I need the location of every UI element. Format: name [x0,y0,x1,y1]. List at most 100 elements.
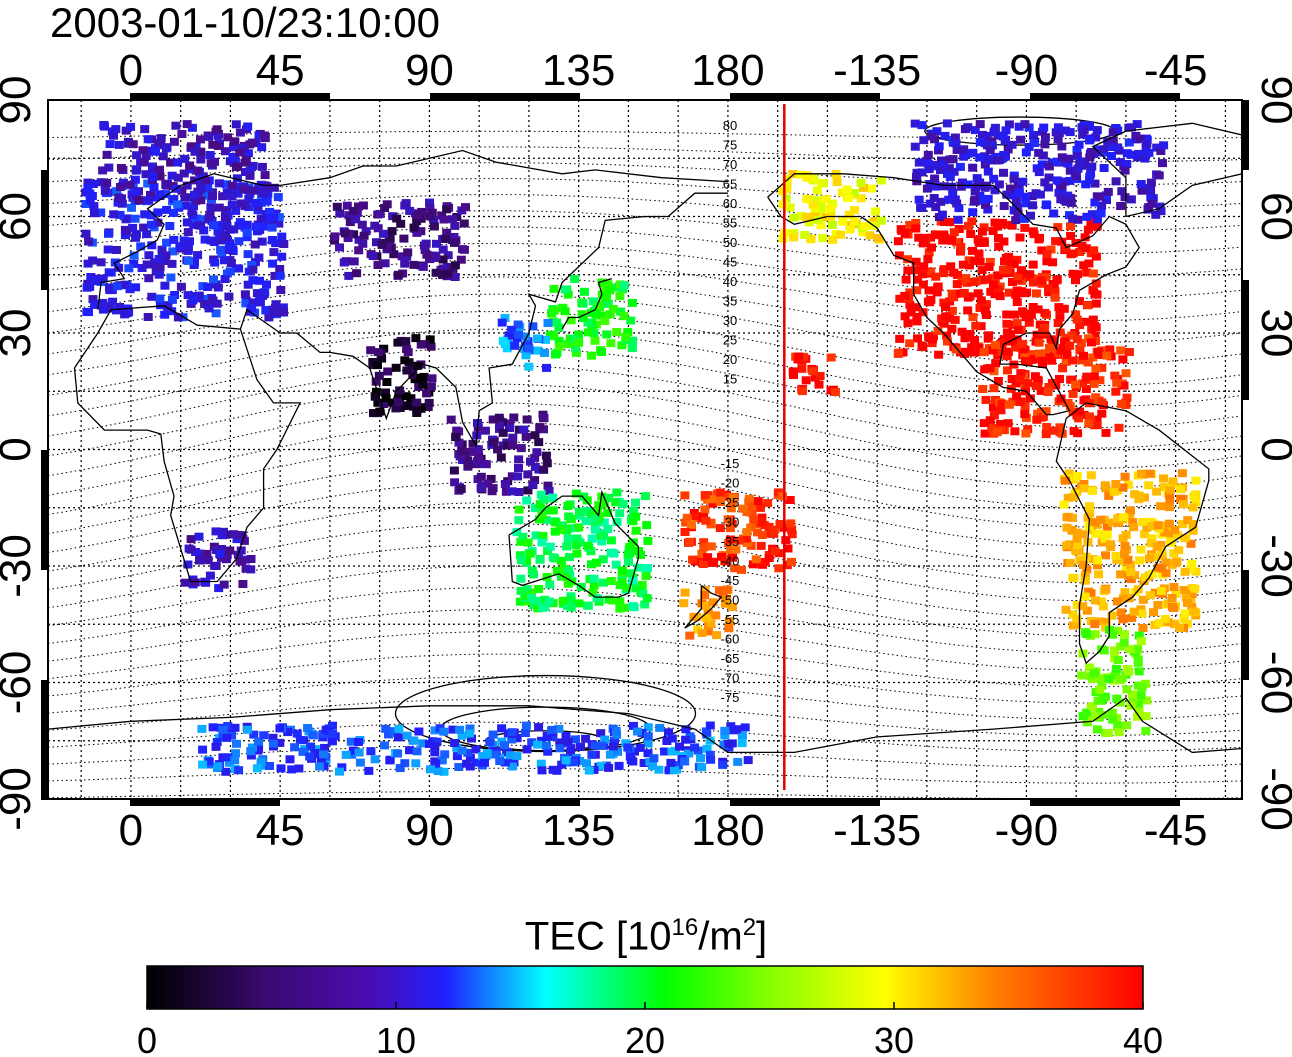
tec-cell [976,322,986,331]
tec-cell [1123,555,1133,564]
tec-cell [702,744,712,753]
tec-cell [812,186,822,195]
tec-cell [1024,143,1034,151]
tec-cell [129,251,139,260]
tec-cell [416,340,426,349]
tec-cell [1161,569,1171,578]
tec-cell [954,225,964,233]
tec-cell [497,318,507,327]
tec-cell [556,556,566,565]
tec-cell [1138,624,1148,632]
tec-cell [1128,518,1138,527]
tec-cell [619,312,629,321]
tec-cell [485,738,495,747]
tec-cell [578,314,588,322]
tec-cell [1119,638,1129,647]
tec-cell [169,137,179,146]
tec-cell [501,487,511,496]
axis-strip [430,799,580,806]
tec-cell [1151,210,1161,219]
coastline [239,192,728,448]
tec-cell [468,439,478,448]
tec-cell [603,508,613,517]
mag-contour [48,522,1242,602]
tec-cell [1013,180,1023,189]
tec-cell [345,218,355,227]
tec-cell [918,280,928,289]
tec-cell [918,270,928,279]
coastline [48,697,1242,754]
tec-cell [1120,193,1130,202]
tec-cell [180,201,190,210]
tec-cell [332,202,342,211]
tec-cell [1133,655,1143,664]
tec-cell [534,438,544,447]
tec-cell [617,566,627,575]
tec-cell [1154,619,1164,628]
tec-cell [708,499,718,508]
tec-cell [560,285,570,294]
tec-cell [219,256,229,265]
tec-cell [1004,400,1014,409]
tec-cell [816,221,826,230]
tec-cell [1067,513,1077,522]
tec-cell [1073,215,1083,224]
tec-cell [520,729,530,737]
tec-cell [1159,474,1168,483]
tec-cell [210,258,220,267]
tec-cell [104,268,114,277]
tec-cell [1141,727,1151,735]
tec-cell [977,195,987,204]
tec-cell [1133,712,1143,721]
tec-cell [1075,297,1084,306]
tec-cell [342,201,352,210]
tec-cell [699,543,709,552]
tec-cell [698,560,708,568]
tec-cell [1107,518,1117,527]
tec-cell [893,237,903,246]
tec-cell [934,142,944,151]
axis-strip [1242,570,1249,680]
tec-cell [450,238,459,247]
tec-cell [1012,255,1022,264]
tec-cell [1089,372,1099,381]
tec-cell [1002,352,1012,361]
tec-cell [1141,712,1151,721]
tec-cell [283,728,293,737]
tec-cell [576,742,585,751]
tec-cell [246,747,256,756]
tec-cell [615,509,625,518]
tec-cell [84,237,94,246]
tec-cell [544,597,554,606]
tec-cell [1003,366,1012,375]
tec-cell [400,201,410,210]
tec-cell [1010,427,1020,436]
tec-cell [235,148,245,157]
tec-cell [1085,172,1095,181]
tec-cell [970,126,980,135]
tec-cell [958,260,968,269]
tec-cell [543,319,553,327]
tec-cell [1007,259,1017,268]
tec-cell [1091,364,1101,373]
tec-cell [1098,145,1108,154]
tec-cell [255,276,264,285]
tec-cell [214,179,224,188]
tec-cell [561,756,571,765]
tec-cell [968,313,978,322]
tec-cell [394,724,404,733]
tec-cell [535,515,544,524]
tec-cell [1112,378,1122,387]
tec-cell [467,734,476,743]
tec-cell [252,289,262,298]
tec-cell [583,328,593,337]
tec-cell [1094,347,1104,356]
tec-cell [405,206,415,215]
tec-cell [912,313,922,321]
tec-cell [1116,608,1126,617]
tec-cell [1098,694,1108,703]
tec-cell [572,534,582,543]
tec-cell [465,724,475,733]
tec-cell [271,300,281,309]
tec-cell [939,160,949,169]
